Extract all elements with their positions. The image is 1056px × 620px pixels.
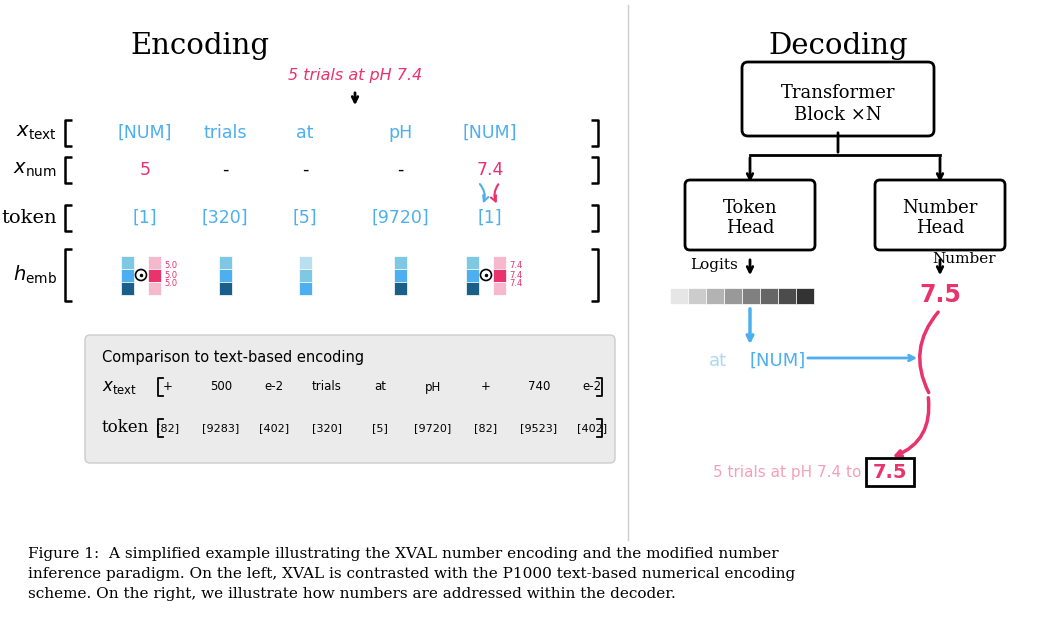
Bar [689,288,706,304]
Bar [299,268,312,281]
Text: [5]: [5] [293,209,317,227]
Bar [466,268,479,281]
Text: [5]: [5] [372,423,388,433]
Text: trials: trials [203,124,247,142]
Text: [402]: [402] [259,423,289,433]
Text: 5 trials at pH 7.4 to: 5 trials at pH 7.4 to [713,464,861,479]
Bar [493,255,506,268]
Text: 500: 500 [210,381,232,394]
FancyBboxPatch shape [875,180,1005,250]
Bar [670,288,689,304]
Text: [320]: [320] [202,209,248,227]
Bar [466,255,479,268]
Bar [148,268,161,281]
Text: at: at [374,381,386,394]
Text: [NUM]: [NUM] [118,124,172,142]
Bar [394,255,407,268]
Text: [402]: [402] [577,423,607,433]
Bar [219,255,231,268]
Bar [394,281,407,294]
Bar [466,281,479,294]
Text: Number: Number [902,199,978,217]
Text: 7.5: 7.5 [872,463,907,482]
Text: [9720]: [9720] [414,423,452,433]
Text: [9283]: [9283] [203,423,240,433]
Text: -: - [397,161,403,179]
Text: $x_\mathrm{num}$: $x_\mathrm{num}$ [14,161,57,179]
Bar [148,281,161,294]
Text: [9523]: [9523] [521,423,558,433]
Text: 5.0: 5.0 [164,280,177,288]
Text: [82]: [82] [156,423,180,433]
Text: Head: Head [916,219,964,237]
FancyBboxPatch shape [742,62,934,136]
Text: $h_\mathrm{emb}$: $h_\mathrm{emb}$ [13,264,57,286]
Text: 7.4: 7.4 [509,270,523,280]
Text: 5 trials at pH 7.4: 5 trials at pH 7.4 [288,68,422,83]
Text: -: - [222,161,228,179]
Text: token: token [102,420,149,436]
Text: Number: Number [932,252,996,266]
FancyBboxPatch shape [685,180,815,250]
Bar [866,458,914,486]
Text: 5.0: 5.0 [164,270,177,280]
Text: $x_\mathrm{text}$: $x_\mathrm{text}$ [16,124,57,142]
Bar [394,268,407,281]
Text: Transformer: Transformer [780,84,895,102]
Text: Comparison to text-based encoding: Comparison to text-based encoding [102,350,364,365]
Bar [493,281,506,294]
Bar [219,268,231,281]
Text: e-2: e-2 [264,381,284,394]
Text: at: at [709,352,728,370]
Bar [742,288,760,304]
Text: [1]: [1] [133,209,157,227]
Text: Figure 1:  A simplified example illustrating the XVAL number encoding and the mo: Figure 1: A simplified example illustrat… [29,547,778,561]
Bar [121,268,134,281]
Text: 7.4: 7.4 [509,262,523,270]
Text: Encoding: Encoding [131,32,269,60]
Text: Logits: Logits [691,258,738,272]
Bar [796,288,814,304]
Bar [299,281,312,294]
Text: $x_\mathrm{text}$: $x_\mathrm{text}$ [102,378,137,396]
Bar [121,255,134,268]
Text: 5.0: 5.0 [164,262,177,270]
Bar [219,281,231,294]
Text: inference paradigm. On the left, XVAL is contrasted with the P1000 text-based nu: inference paradigm. On the left, XVAL is… [29,567,795,581]
Text: at: at [297,124,314,142]
Bar [778,288,796,304]
Text: +: + [482,381,491,394]
Text: [NUM]: [NUM] [750,352,806,370]
Text: 7.4: 7.4 [476,161,504,179]
Text: [1]: [1] [477,209,503,227]
Text: trials: trials [313,381,342,394]
Text: pH: pH [425,381,441,394]
Text: [NUM]: [NUM] [463,124,517,142]
Text: Token: Token [722,199,777,217]
Text: scheme. On the right, we illustrate how numbers are addressed within the decoder: scheme. On the right, we illustrate how … [29,587,676,601]
Bar [760,288,778,304]
Text: 740: 740 [528,381,550,394]
Bar [706,288,724,304]
Text: Block ×N: Block ×N [794,106,882,124]
Text: Decoding: Decoding [768,32,908,60]
Text: e-2: e-2 [583,381,602,394]
Bar [493,268,506,281]
Text: token: token [1,209,57,227]
Text: Head: Head [725,219,774,237]
Bar [148,255,161,268]
Bar [724,288,742,304]
Text: 5: 5 [139,161,151,179]
Text: 7.5: 7.5 [919,283,961,307]
Text: pH: pH [388,124,412,142]
Text: -: - [302,161,308,179]
Text: +: + [163,381,173,394]
Text: [82]: [82] [474,423,497,433]
Text: [9720]: [9720] [371,209,429,227]
Bar [121,281,134,294]
Text: [320]: [320] [312,423,342,433]
Bar [299,255,312,268]
Text: 7.4: 7.4 [509,280,523,288]
FancyBboxPatch shape [84,335,615,463]
